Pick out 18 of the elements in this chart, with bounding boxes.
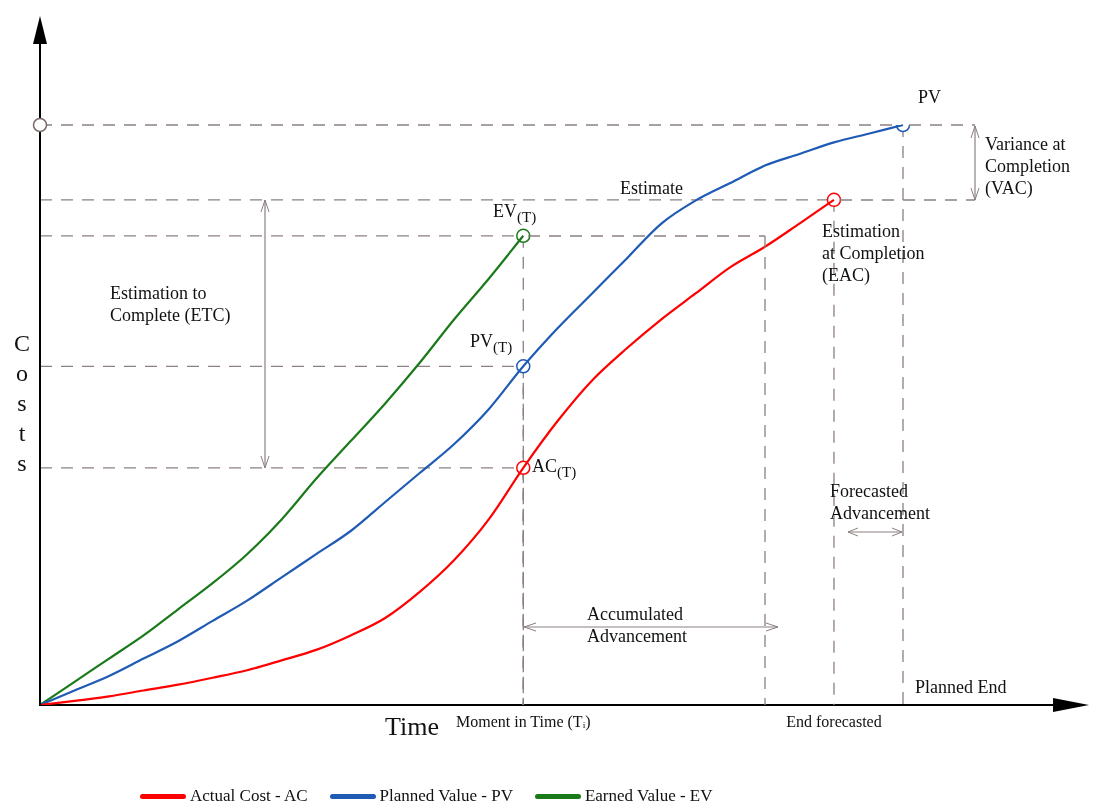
text: Planned End <box>915 676 1007 698</box>
text: Variance at Completion (VAC) <box>985 133 1070 199</box>
annotation: Estimate <box>620 177 683 199</box>
x-axis-title: Time <box>385 712 439 742</box>
annotation: Estimation to Complete (ETC) <box>110 282 231 326</box>
text: PV <box>918 86 942 108</box>
y-axis-title: Costs <box>8 330 35 480</box>
legend-label: Planned Value - PV <box>379 786 513 806</box>
annotation: AC$_{(T)}$ <box>532 455 577 482</box>
annotation: EV$_{(T)}$ <box>493 200 537 227</box>
annotation: Accumulated Advancement <box>587 603 687 647</box>
legend-label: Actual Cost - AC <box>190 786 308 806</box>
legend-label: Earned Value - EV <box>584 786 713 806</box>
annotation: Forecasted Advancement <box>830 480 930 524</box>
annotation: Estimation at Completion (EAC) <box>822 220 925 286</box>
x-tick-label: End forecasted <box>786 712 882 730</box>
annotation: PV$_{(T)}$ <box>470 330 513 357</box>
x-tick-label: Moment in Time (Tᵢ) <box>455 712 591 731</box>
